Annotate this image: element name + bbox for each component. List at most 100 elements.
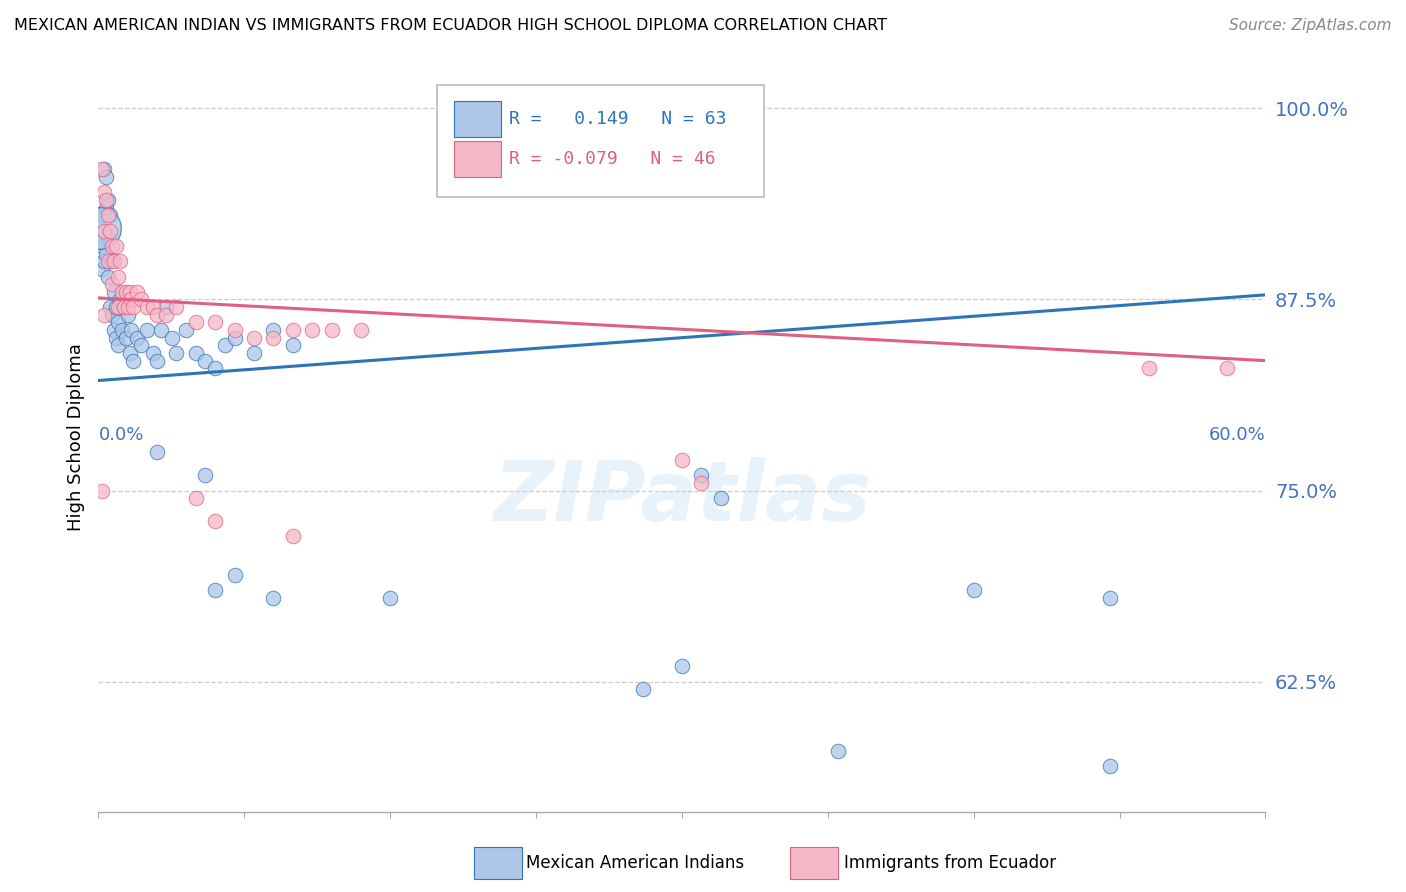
Point — [184, 346, 207, 360]
Text: MEXICAN AMERICAN INDIAN VS IMMIGRANTS FROM ECUADOR HIGH SCHOOL DIPLOMA CORRELATI: MEXICAN AMERICAN INDIAN VS IMMIGRANTS FR… — [14, 18, 887, 33]
Point — [262, 331, 284, 345]
Point — [118, 346, 141, 360]
Point — [204, 315, 226, 329]
Text: ZIPatlas: ZIPatlas — [494, 457, 870, 538]
Point — [671, 659, 693, 673]
Point — [112, 300, 135, 314]
Point — [97, 208, 120, 222]
Point — [117, 308, 139, 322]
Point — [593, 162, 616, 177]
Point — [165, 346, 187, 360]
Point — [117, 300, 139, 314]
Point — [350, 323, 373, 337]
Point — [91, 208, 114, 222]
Point — [96, 193, 118, 207]
Text: Immigrants from Ecuador: Immigrants from Ecuador — [844, 854, 1056, 871]
Point — [690, 475, 713, 490]
Point — [98, 224, 121, 238]
Point — [321, 323, 343, 337]
Point — [93, 254, 115, 268]
Point — [129, 293, 152, 307]
Point — [91, 239, 114, 253]
Point — [114, 331, 136, 345]
Point — [162, 331, 184, 345]
Point — [122, 300, 145, 314]
Point — [155, 308, 177, 322]
Point — [98, 208, 121, 222]
Point — [129, 338, 152, 352]
FancyBboxPatch shape — [454, 141, 501, 178]
Point — [101, 239, 124, 253]
Point — [827, 743, 849, 757]
Point — [91, 162, 114, 177]
Point — [104, 331, 127, 345]
FancyBboxPatch shape — [437, 85, 763, 197]
Point — [1098, 591, 1121, 605]
Point — [1137, 361, 1160, 376]
Y-axis label: High School Diploma: High School Diploma — [66, 343, 84, 531]
Point — [149, 323, 172, 337]
Point — [89, 220, 111, 235]
Point — [97, 269, 120, 284]
Point — [155, 300, 177, 314]
Point — [1215, 361, 1237, 376]
Point — [184, 491, 207, 506]
Text: Mexican American Indians: Mexican American Indians — [526, 854, 744, 871]
Point — [114, 285, 136, 299]
Point — [281, 323, 304, 337]
Point — [146, 308, 169, 322]
FancyBboxPatch shape — [454, 102, 501, 137]
Point — [1098, 759, 1121, 773]
Point — [146, 353, 169, 368]
Point — [107, 269, 129, 284]
Point — [127, 331, 149, 345]
Point — [671, 453, 693, 467]
Point — [93, 224, 115, 238]
Point — [243, 346, 266, 360]
Point — [194, 468, 217, 483]
Point — [224, 567, 246, 582]
Point — [194, 353, 217, 368]
Point — [93, 162, 115, 177]
Point — [118, 285, 141, 299]
Point — [96, 201, 118, 215]
Point — [136, 323, 159, 337]
Point — [127, 285, 149, 299]
Point — [380, 591, 402, 605]
Point — [122, 353, 145, 368]
Point — [98, 300, 121, 314]
Point — [97, 231, 120, 245]
Point — [108, 254, 131, 268]
Point — [262, 323, 284, 337]
Point — [631, 682, 654, 697]
Text: R =   0.149   N = 63: R = 0.149 N = 63 — [509, 111, 727, 128]
Point — [224, 323, 246, 337]
Point — [101, 308, 124, 322]
Point — [103, 254, 125, 268]
Point — [281, 338, 304, 352]
Point — [101, 277, 124, 292]
Point — [97, 193, 120, 207]
Point — [93, 308, 115, 322]
Point — [214, 338, 236, 352]
Point — [204, 361, 226, 376]
Point — [91, 483, 114, 498]
Point — [97, 254, 120, 268]
Point — [103, 285, 125, 299]
Point — [112, 300, 135, 314]
Point — [101, 254, 124, 268]
Point — [204, 514, 226, 528]
Point — [91, 261, 114, 276]
Point — [710, 491, 733, 506]
Point — [281, 529, 304, 543]
Point — [136, 300, 159, 314]
Point — [962, 582, 984, 597]
Point — [107, 338, 129, 352]
Point — [107, 300, 129, 314]
Text: 60.0%: 60.0% — [1209, 425, 1265, 444]
Point — [165, 300, 187, 314]
Point — [107, 315, 129, 329]
Point — [146, 445, 169, 459]
Point — [104, 239, 127, 253]
Point — [104, 300, 127, 314]
